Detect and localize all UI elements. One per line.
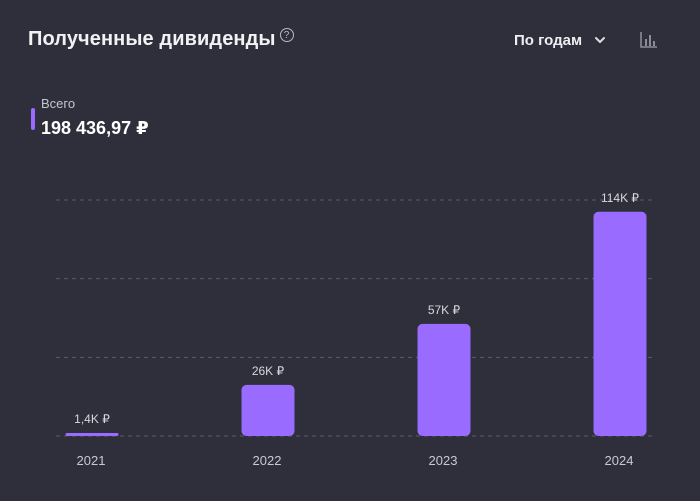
x-tick-label: 2023 bbox=[429, 453, 458, 468]
bar-2022[interactable] bbox=[241, 384, 295, 436]
bar-value-label: 57K ₽ bbox=[428, 303, 461, 317]
bar-2024[interactable] bbox=[593, 211, 647, 436]
bar-2021[interactable] bbox=[65, 433, 119, 436]
period-select[interactable]: По годам bbox=[514, 26, 606, 54]
bar-2023[interactable] bbox=[417, 323, 471, 436]
header: Полученные дивиденды ? bbox=[28, 28, 294, 51]
chevron-down-icon bbox=[595, 37, 606, 43]
question-circle-icon[interactable]: ? bbox=[279, 28, 294, 42]
x-tick-label: 2021 bbox=[77, 453, 106, 468]
x-tick-label: 2024 bbox=[605, 453, 634, 468]
bar-value-label: 1,4K ₽ bbox=[74, 412, 110, 426]
period-select-value: По годам bbox=[514, 31, 583, 49]
total-label: Всего bbox=[41, 96, 76, 111]
series-color-marker bbox=[31, 108, 35, 130]
bar-value-label: 26K ₽ bbox=[252, 364, 285, 378]
x-tick-label: 2022 bbox=[253, 453, 282, 468]
bar-chart-icon[interactable] bbox=[638, 30, 660, 50]
page-title: Полученные дивиденды bbox=[28, 28, 276, 50]
bar-value-label: 114K ₽ bbox=[601, 191, 639, 205]
total-value: 198 436,97 ₽ bbox=[41, 118, 149, 138]
